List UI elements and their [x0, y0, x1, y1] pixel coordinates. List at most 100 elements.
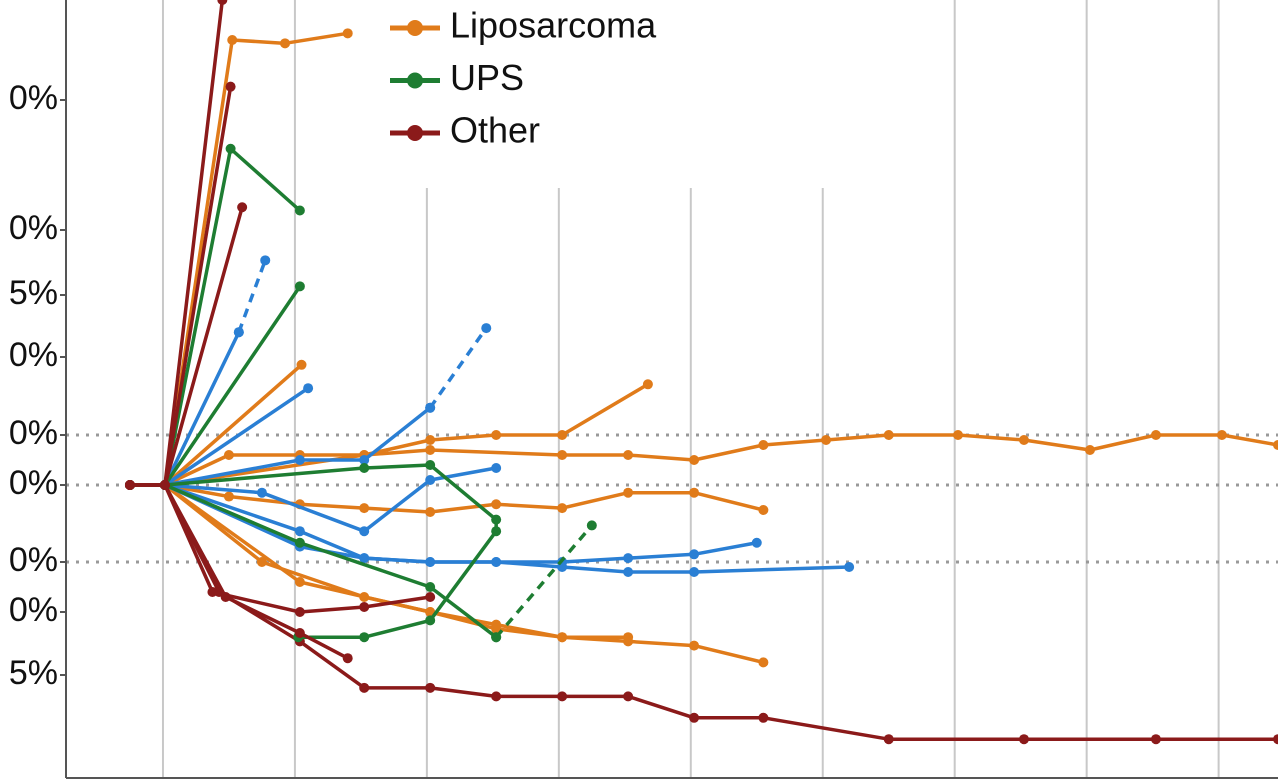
legend-marker — [407, 125, 423, 141]
data-point — [359, 503, 370, 514]
y-tick-label: 0% — [9, 464, 58, 502]
data-point — [227, 35, 238, 45]
legend-label: UPS — [450, 57, 524, 98]
data-point — [425, 592, 436, 602]
data-point — [425, 445, 436, 455]
y-tick-label: 5% — [9, 654, 58, 692]
series-line — [428, 327, 488, 409]
data-point — [342, 28, 353, 39]
data-point — [689, 455, 700, 465]
legend-label: Liposarcoma — [450, 5, 657, 46]
data-point — [1273, 734, 1278, 745]
data-point — [1216, 430, 1227, 440]
data-point — [220, 592, 231, 602]
legend-box — [380, 0, 870, 188]
data-point — [359, 602, 370, 612]
data-point — [225, 81, 236, 92]
data-point — [758, 440, 769, 450]
y-tick-label: 0% — [9, 336, 58, 374]
data-point — [225, 143, 236, 154]
data-point — [425, 460, 436, 470]
data-point — [491, 430, 502, 440]
y-tick-label: 0% — [9, 541, 58, 579]
data-point — [256, 487, 267, 498]
data-point — [207, 587, 218, 597]
data-point — [303, 383, 314, 394]
legend-marker — [407, 72, 423, 89]
series-line — [129, 147, 302, 487]
data-point — [294, 526, 305, 537]
plot-area — [124, 0, 1278, 745]
data-point — [758, 657, 769, 668]
legend-marker — [407, 20, 423, 36]
legend: Liposarcoma UPS Other — [390, 5, 657, 151]
data-point — [491, 463, 502, 473]
data-point — [491, 632, 502, 643]
data-point — [689, 487, 700, 498]
data-point — [425, 557, 436, 567]
data-point — [425, 615, 436, 626]
data-point — [256, 557, 267, 567]
data-point — [359, 463, 370, 473]
data-point — [758, 712, 769, 723]
data-point — [1273, 440, 1278, 450]
data-point — [623, 632, 634, 643]
data-point — [758, 505, 769, 516]
axes: 0% 0% 5% 0% 0% 0% 0% 0% 5% — [9, 0, 1278, 779]
data-point — [260, 255, 271, 266]
data-point — [689, 549, 700, 560]
data-point — [642, 379, 653, 390]
data-point — [1150, 430, 1161, 440]
data-point — [425, 402, 436, 413]
data-point — [217, 0, 228, 5]
data-point — [821, 435, 832, 445]
data-point — [294, 628, 305, 638]
series-line — [494, 524, 594, 639]
data-point — [294, 205, 305, 216]
data-point — [359, 682, 370, 693]
data-point — [883, 430, 894, 440]
data-point — [342, 653, 353, 664]
y-tick-label: 0% — [9, 591, 58, 629]
data-point — [953, 430, 964, 440]
data-point — [623, 691, 634, 702]
data-point — [294, 577, 305, 587]
data-point — [425, 506, 436, 517]
data-point — [1084, 445, 1095, 455]
data-point — [223, 450, 234, 460]
data-point — [844, 562, 855, 572]
data-point — [237, 202, 248, 213]
data-point — [751, 537, 762, 548]
data-point — [491, 691, 502, 702]
data-point — [586, 520, 597, 531]
data-point — [359, 526, 370, 537]
data-point — [491, 557, 502, 567]
series-line — [129, 483, 764, 665]
data-point — [359, 632, 370, 643]
data-point — [481, 323, 492, 334]
y-tick-label: 0% — [9, 209, 58, 247]
data-point — [557, 632, 568, 643]
data-point — [491, 499, 502, 510]
data-point — [280, 38, 291, 49]
data-point — [233, 327, 244, 338]
data-point — [296, 359, 307, 370]
data-point — [294, 281, 305, 292]
data-point — [425, 435, 436, 445]
data-point — [1150, 734, 1161, 745]
data-point — [491, 623, 502, 634]
data-point — [491, 514, 502, 525]
data-point — [223, 491, 234, 502]
data-point — [359, 553, 370, 564]
data-point — [557, 450, 568, 460]
y-tick-label: 0% — [9, 414, 58, 452]
legend-label: Other — [450, 110, 540, 151]
data-point — [557, 691, 568, 702]
series-line — [129, 483, 758, 564]
data-point — [124, 480, 135, 490]
data-point — [689, 640, 700, 651]
data-point — [689, 712, 700, 723]
data-point — [883, 734, 894, 745]
data-point — [623, 553, 634, 564]
